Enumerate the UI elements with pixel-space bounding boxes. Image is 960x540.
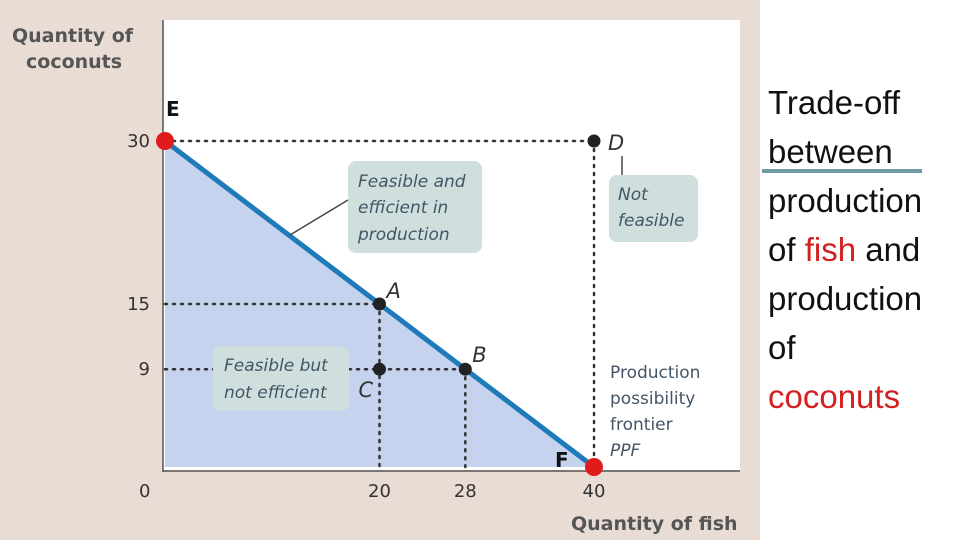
annotation-not-feasible-box [609,175,698,242]
annotation-inefficient-line1: Feasible but [224,356,329,376]
title-underline [762,169,922,173]
point-c [373,362,386,376]
annotation-inefficient-box [213,346,349,411]
slide-text-line1: Trade-off [768,84,901,121]
annotation-not-feasible: Not feasible [609,156,698,242]
point-label-c: C [359,378,374,402]
annotation-frontier-line2: possibility [610,389,695,409]
point-d [587,134,601,148]
point-b [458,362,472,376]
annotation-efficient-box [348,161,482,253]
annotation-efficient-leader [289,199,349,236]
point-e [156,132,174,150]
data-points: E D A B C F [156,97,624,476]
slide-text-line2: between [768,133,893,170]
annotation-frontier-line3: frontier [610,415,673,435]
annotation-efficient-line3: production [357,225,450,245]
slide-text-line5: production [768,280,923,317]
origin-label: 0 [139,481,150,502]
y-axis-title-line1: Quantity of [12,25,134,47]
y-tick-15: 15 [127,294,150,315]
point-label-d: D [608,131,624,155]
y-tick-30: 30 [127,131,150,152]
text-panel [760,0,960,540]
y-tick-9: 9 [139,359,150,380]
point-label-a: A [385,279,401,303]
highlight-coconuts: coconuts [768,378,901,415]
annotation-not-feasible-line2: feasible [618,211,684,231]
annotation-frontier: Production possibility frontier PPF [610,363,700,461]
slide-text: Trade-off between production of fish and… [768,78,958,421]
point-label-e: E [166,97,180,121]
annotation-not-feasible-line1: Not [618,185,649,205]
slide-text-line7: coconuts [768,372,958,421]
x-tick-20: 20 [368,481,391,502]
highlight-fish: fish [804,231,857,268]
annotation-efficient-line2: efficient in [358,198,448,218]
point-label-f: F [555,448,569,472]
annotation-frontier-line1: Production [610,363,700,383]
annotation-efficient: Feasible and efficient in production [289,161,482,253]
annotation-inefficient-line2: not efficient [224,383,328,403]
point-a [373,297,386,311]
annotation-efficient-line1: Feasible and [358,172,466,192]
axis-ticks: 30 15 9 20 28 40 [127,131,605,502]
x-tick-40: 40 [583,481,606,502]
slide-text-line3: production [768,182,923,219]
y-axis-title-line2: coconuts [26,51,122,73]
point-f [585,458,603,476]
annotation-frontier-line4: PPF [610,441,641,461]
annotation-inefficient: Feasible but not efficient [213,346,349,411]
slide-text-line4: of fish and [768,231,921,268]
x-axis-title: Quantity of fish [571,513,738,535]
x-tick-28: 28 [454,481,477,502]
slide-text-line6: of [768,329,796,366]
point-label-b: B [472,343,486,367]
ppf-chart: Feasible and efficient in production Not… [12,20,740,535]
